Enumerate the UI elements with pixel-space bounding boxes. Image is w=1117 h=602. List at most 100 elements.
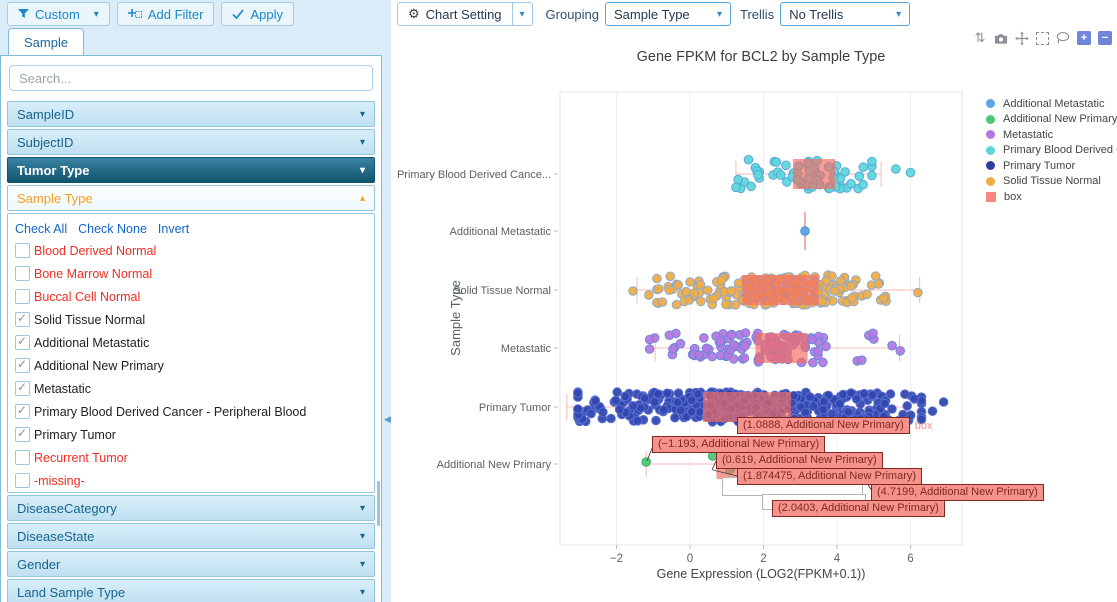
- checkbox-item-primary-blood-derived-cancer-peripheral-blood[interactable]: Primary Blood Derived Cancer - Periphera…: [15, 400, 368, 423]
- checkbox-label: Additional New Primary: [34, 358, 164, 373]
- chart-setting-caret-button[interactable]: ▾: [512, 2, 533, 26]
- filter-link-check-all[interactable]: Check All: [15, 222, 68, 236]
- apply-button[interactable]: Apply: [221, 2, 294, 26]
- filter-link-invert[interactable]: Invert: [157, 222, 190, 236]
- legend-item-additional-new-primary[interactable]: Additional New Primary: [986, 112, 1117, 127]
- checkbox-label: Buccal Cell Normal: [34, 289, 141, 304]
- legend-item-box[interactable]: box: [986, 189, 1117, 204]
- legend-item-additional-metastatic[interactable]: Additional Metastatic: [986, 96, 1117, 111]
- checkbox-item-additional-new-primary[interactable]: Additional New Primary: [15, 354, 368, 377]
- accordion-item-label: Land Sample Type: [17, 584, 126, 600]
- grouping-select[interactable]: Sample Type ▾: [605, 2, 732, 26]
- add-filter-icon: [127, 9, 142, 18]
- legend-item-primary-tumor[interactable]: Primary Tumor: [986, 158, 1117, 173]
- sample-type-filter-box: Check All Check None Invert Blood Derived …: [7, 213, 375, 493]
- checkbox-item-solid-tissue-normal[interactable]: Solid Tissue Normal: [15, 308, 368, 331]
- checkbox-item-additional-metastatic[interactable]: Additional Metastatic: [15, 331, 368, 354]
- svg-text:6: 6: [907, 553, 913, 565]
- accordion-list-bottom: DiseaseCategory ▾ DiseaseState ▾ Gender ▾ Land…: [1, 495, 381, 602]
- legend-label: Primary Blood Derived Cancer - Periphera…: [1003, 144, 1117, 156]
- unchecked-checkbox-icon[interactable]: [15, 266, 30, 281]
- accordion-item-label: DiseaseCategory: [17, 500, 117, 516]
- legend-swatch: [986, 161, 995, 170]
- unchecked-checkbox-icon[interactable]: [15, 243, 30, 258]
- collapse-panel-icon[interactable]: ◀: [384, 414, 391, 424]
- accordion-list-top: SampleID ▾ SubjectID ▾ Tumor Type ▾ Sample Typ…: [1, 101, 381, 211]
- legend-label: box: [1004, 190, 1022, 203]
- checkbox-item-primary-tumor[interactable]: Primary Tumor: [15, 423, 368, 446]
- custom-filter-dropdown-button[interactable]: Custom ▾: [7, 2, 110, 26]
- chart-region: ⚙ Chart Setting ▾ Grouping Sample Type ▾…: [391, 0, 1117, 602]
- chart-setting-button-label: Chart Setting: [425, 6, 502, 22]
- checked-checkbox-icon[interactable]: [15, 334, 30, 350]
- sidebar-tab-bar: Sample: [0, 28, 384, 55]
- checkmark-icon: [232, 9, 245, 19]
- chart-toolbar: ⚙ Chart Setting ▾ Grouping Sample Type ▾…: [391, 0, 1117, 28]
- legend-item-primary-blood-derived-cancer-peripheral-blood[interactable]: Primary Blood Derived Cancer - Periphera…: [986, 143, 1117, 158]
- svg-text:Primary Blood Derived Cance...: Primary Blood Derived Cance...: [397, 169, 551, 181]
- tab-sample[interactable]: Sample: [8, 28, 85, 55]
- unchecked-checkbox-icon[interactable]: [15, 289, 30, 304]
- accordion-item-tumor-type[interactable]: Tumor Type ▾: [7, 157, 375, 183]
- svg-text:0: 0: [687, 553, 693, 565]
- grouping-select-value: Sample Type: [614, 6, 690, 22]
- svg-text:Solid Tissue Normal: Solid Tissue Normal: [453, 285, 551, 297]
- tab-sample-label: Sample: [24, 34, 69, 50]
- legend-item-solid-tissue-normal[interactable]: Solid Tissue Normal: [986, 174, 1117, 189]
- chart-plot-area[interactable]: −2 0 2 4 6 Primary Blood Derived Cance... Addi…: [391, 0, 1117, 602]
- checkbox-item-buccal-cell-normal[interactable]: Buccal Cell Normal: [15, 285, 368, 308]
- accordion-item-sample-type[interactable]: Sample Type ▴: [7, 185, 375, 211]
- pan-icon[interactable]: [1015, 31, 1029, 45]
- legend-item-metastatic[interactable]: Metastatic: [986, 127, 1117, 142]
- chevron-down-icon: ▾: [359, 136, 365, 148]
- chart-setting-button[interactable]: ⚙ Chart Setting: [397, 2, 513, 26]
- sort-arrows-icon[interactable]: ⇅: [974, 30, 986, 45]
- chart-legend: Additional Metastatic Additional New Prim…: [986, 96, 1117, 205]
- accordion-item-diseasestate[interactable]: DiseaseState ▾: [7, 523, 375, 549]
- camera-icon[interactable]: [994, 31, 1008, 45]
- accordion-item-gender[interactable]: Gender ▾: [7, 551, 375, 577]
- checkbox-item-recurrent-tumor[interactable]: Recurrent Tumor: [15, 446, 368, 469]
- x-axis-title: Gene Expression (LOG2(FPKM+0.1)): [656, 567, 866, 581]
- accordion-item-subjectid[interactable]: SubjectID ▾: [7, 129, 375, 155]
- checked-checkbox-icon[interactable]: [15, 380, 30, 396]
- checkbox-label: -missing-: [34, 473, 85, 488]
- checkbox-item-metastatic[interactable]: Metastatic: [15, 377, 368, 400]
- checked-checkbox-icon[interactable]: [15, 357, 30, 373]
- add-filter-button[interactable]: Add Filter: [116, 2, 215, 26]
- lasso-icon[interactable]: [1056, 31, 1070, 45]
- filter-link-check-none[interactable]: Check None: [78, 222, 147, 236]
- checked-checkbox-icon[interactable]: [15, 426, 30, 442]
- chevron-down-icon: ▾: [716, 8, 723, 20]
- checkbox-item-blood-derived-normal[interactable]: Blood Derived Normal: [15, 239, 368, 262]
- svg-text:Additional Metastatic: Additional Metastatic: [450, 226, 552, 238]
- unchecked-checkbox-icon[interactable]: [15, 450, 30, 465]
- zoom-out-icon[interactable]: −: [1098, 31, 1112, 45]
- filter-links: Check All Check None Invert: [15, 219, 368, 239]
- legend-swatch: [986, 145, 995, 155]
- accordion-item-diseasecategory[interactable]: DiseaseCategory ▾: [7, 495, 375, 521]
- checked-checkbox-icon[interactable]: [15, 403, 30, 419]
- checkbox-label: Primary Tumor: [34, 427, 116, 442]
- accordion-item-label: DiseaseState: [17, 528, 95, 544]
- checkbox-item-missing[interactable]: -missing-: [15, 469, 368, 492]
- svg-text:−2: −2: [610, 553, 623, 565]
- box-select-icon[interactable]: [1036, 31, 1049, 45]
- checkbox-label: Recurrent Tumor: [34, 450, 128, 465]
- chevron-down-icon: ▾: [519, 8, 525, 20]
- checkbox-item-bone-marrow-normal[interactable]: Bone Marrow Normal: [15, 262, 368, 285]
- panel-splitter[interactable]: ◀: [384, 0, 391, 602]
- unchecked-checkbox-icon[interactable]: [15, 473, 30, 488]
- zoom-in-icon[interactable]: +: [1077, 31, 1091, 45]
- trellis-select[interactable]: No Trellis ▾: [780, 2, 911, 26]
- filter-panel: SampleID ▾ SubjectID ▾ Tumor Type ▾ Sample Typ…: [0, 55, 382, 602]
- chevron-up-icon: ▴: [359, 192, 365, 204]
- sidebar-scrollbar-thumb[interactable]: [377, 481, 380, 526]
- checkbox-label: Metastatic: [34, 381, 91, 396]
- chevron-down-icon: ▾: [359, 502, 365, 514]
- accordion-item-label: SubjectID: [17, 134, 74, 150]
- accordion-item-land-sample-type[interactable]: Land Sample Type ▾: [7, 579, 375, 602]
- accordion-item-sampleid[interactable]: SampleID ▾: [7, 101, 375, 127]
- search-input[interactable]: [9, 65, 373, 91]
- checked-checkbox-icon[interactable]: [15, 311, 30, 327]
